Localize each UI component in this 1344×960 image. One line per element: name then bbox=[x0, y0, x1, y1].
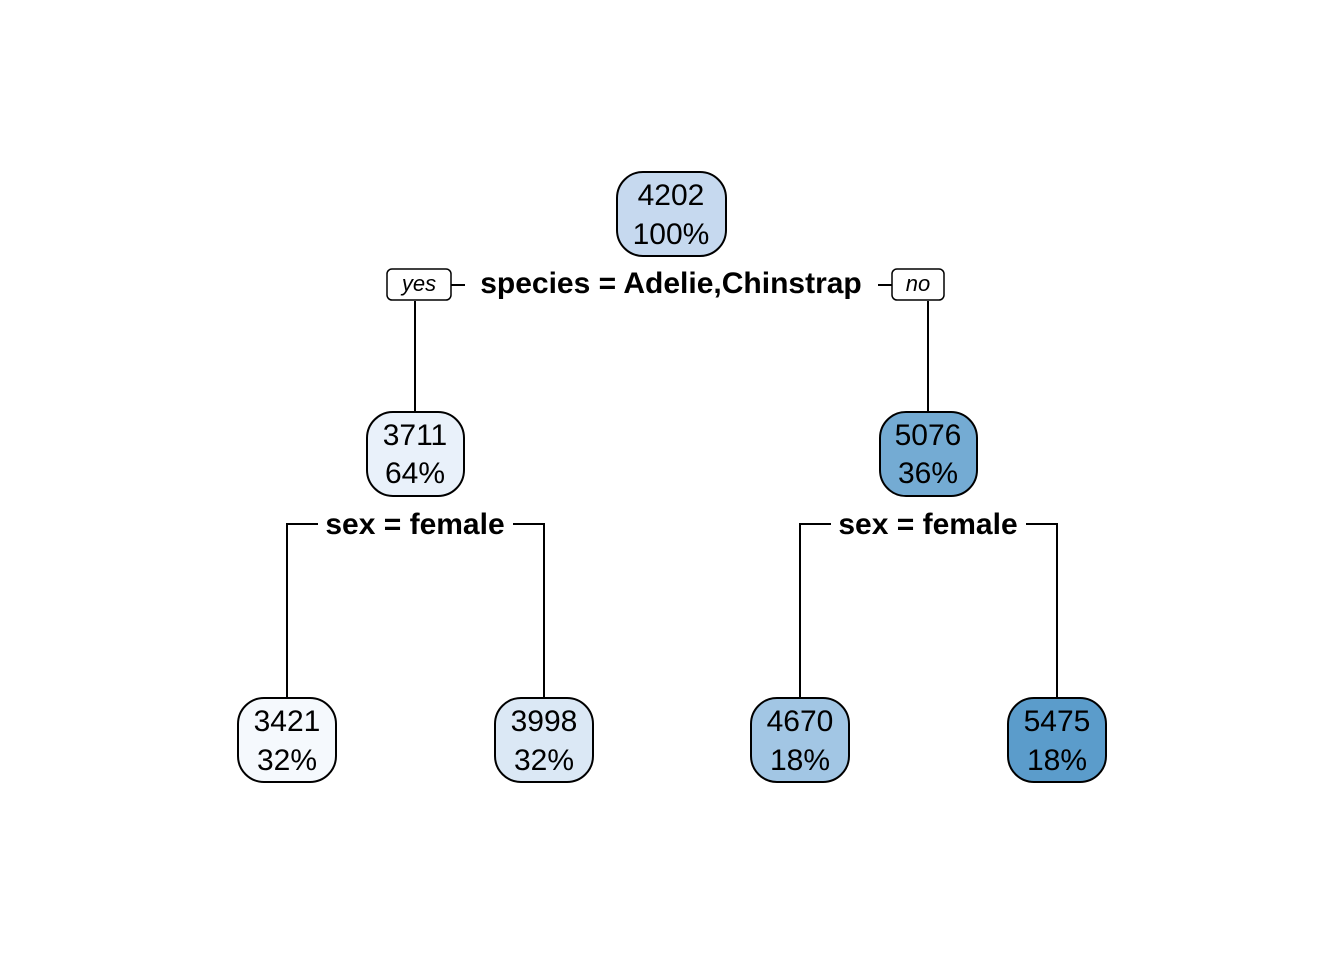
node-box bbox=[494, 697, 594, 783]
tree-node-root: 4202 100% bbox=[616, 171, 727, 257]
node-box bbox=[1007, 697, 1107, 783]
edge-left-to-left-right bbox=[513, 523, 545, 698]
tree-node-right: 5076 36% bbox=[879, 411, 978, 497]
node-value: 4670 bbox=[767, 705, 834, 738]
node-percent: 36% bbox=[898, 457, 958, 490]
node-value: 5475 bbox=[1024, 705, 1091, 738]
node-value: 3998 bbox=[511, 705, 578, 738]
node-percent: 18% bbox=[1027, 744, 1087, 777]
node-value: 5076 bbox=[895, 419, 962, 452]
node-value: 3711 bbox=[383, 419, 448, 452]
edge-right-to-right-right bbox=[1026, 523, 1058, 698]
node-percent: 32% bbox=[257, 744, 317, 777]
node-percent: 100% bbox=[633, 218, 710, 251]
edge-left-to-left-left bbox=[286, 523, 318, 698]
tree-edges bbox=[286, 284, 1058, 698]
right-split-label: sex = female bbox=[838, 508, 1017, 541]
left-split-label: sex = female bbox=[325, 508, 504, 541]
node-percent: 32% bbox=[514, 744, 574, 777]
node-box bbox=[879, 411, 978, 497]
node-percent: 18% bbox=[770, 744, 830, 777]
node-box bbox=[616, 171, 727, 257]
tree-node-right-left: 4670 18% bbox=[750, 697, 850, 783]
node-box bbox=[237, 697, 337, 783]
node-box bbox=[750, 697, 850, 783]
node-value: 3421 bbox=[254, 705, 321, 738]
node-box bbox=[366, 411, 465, 497]
branch-label-yes-box bbox=[386, 268, 452, 301]
root-split-label: species = Adelie,Chinstrap bbox=[480, 267, 862, 300]
node-percent: 64% bbox=[385, 457, 445, 490]
tree-node-left: 3711 64% bbox=[366, 411, 465, 497]
tree-node-right-right: 5475 18% bbox=[1007, 697, 1107, 783]
node-value: 4202 bbox=[638, 179, 705, 212]
tree-node-left-left: 3421 32% bbox=[237, 697, 337, 783]
tree-node-left-right: 3998 32% bbox=[494, 697, 594, 783]
branch-label-no: no bbox=[906, 271, 930, 296]
branch-label-no-box bbox=[891, 268, 945, 301]
edge-right-to-right-left bbox=[799, 523, 831, 698]
branch-label-yes: yes bbox=[400, 271, 436, 296]
